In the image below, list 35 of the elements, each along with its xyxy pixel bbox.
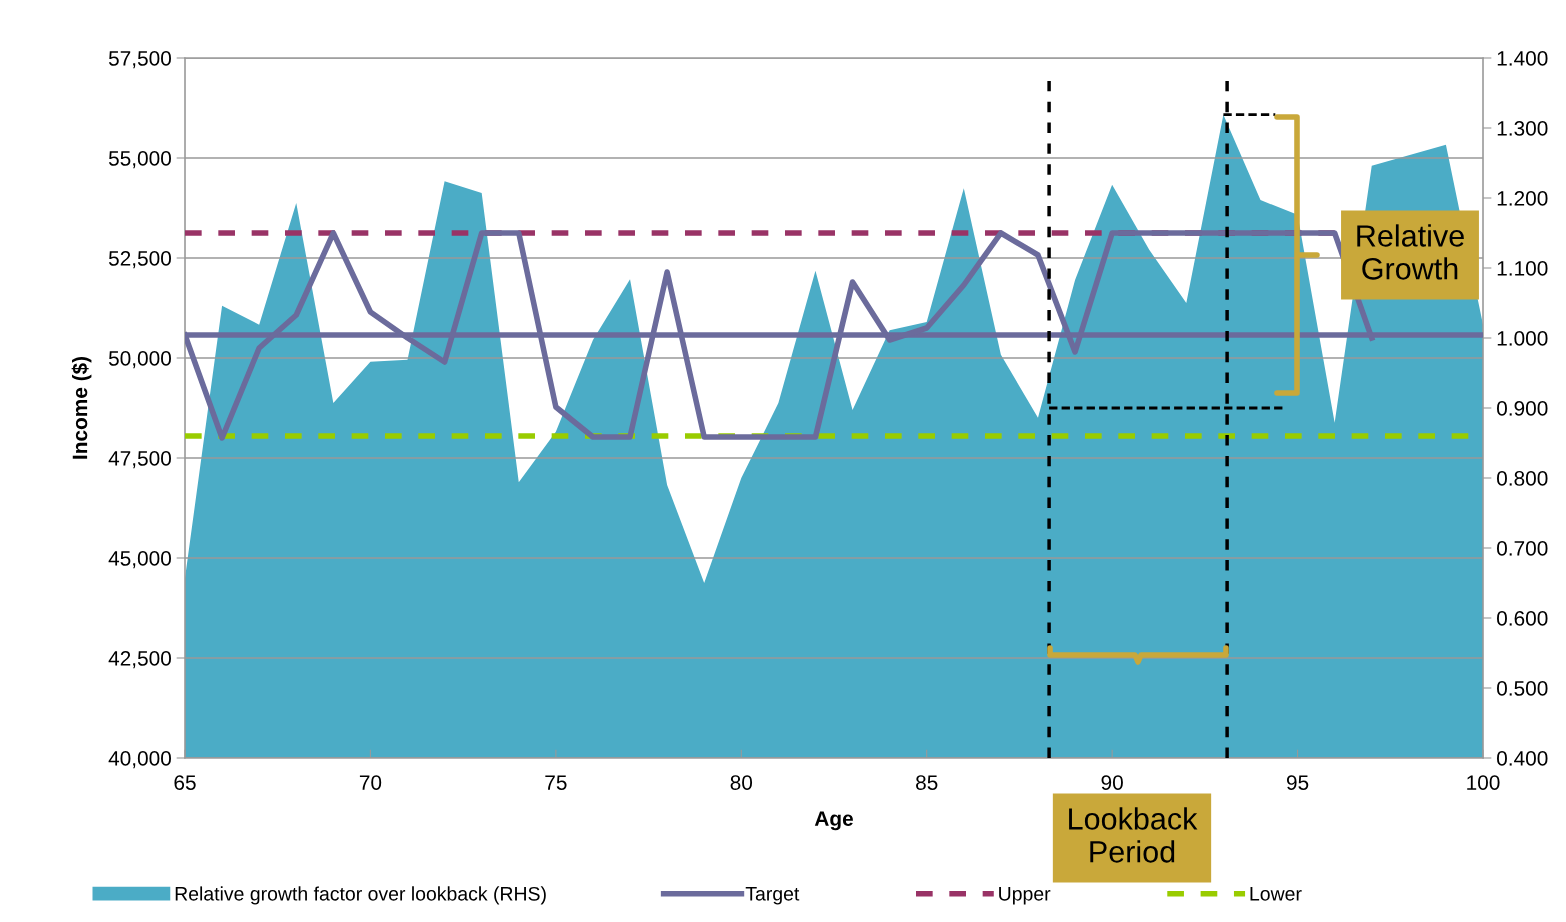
text: Lookback Period <box>1069 807 1198 863</box>
x-tick-label: 65 <box>174 775 196 790</box>
y-tick-label: 52,500 <box>108 251 171 269</box>
x-tick-label: 95 <box>1286 775 1309 790</box>
y2-tick-label: 1.100 <box>1497 261 1548 276</box>
y-tick-label: 47,500 <box>108 451 171 469</box>
y2-tick-label: 0.800 <box>1497 471 1548 486</box>
legend-label: Target <box>745 887 800 905</box>
y-tick-label: 50,000 <box>108 351 171 369</box>
x-tick-label: 70 <box>359 775 382 790</box>
y-tick-label: 55,000 <box>108 151 171 169</box>
y2-tick-label: 0.700 <box>1497 541 1548 556</box>
y2-tick-label: 0.900 <box>1497 401 1548 416</box>
annotation: Relative Growth <box>1357 224 1464 280</box>
x-tick-label: 100 <box>1467 775 1500 790</box>
y2-tick-label: 1.000 <box>1497 331 1548 346</box>
y-tick-label: 42,500 <box>108 651 171 669</box>
x-tick-label: 90 <box>1101 775 1123 790</box>
y-tick-label: 45,000 <box>108 551 171 569</box>
y2-tick-label: 1.400 <box>1497 51 1548 66</box>
x-tick-label: 80 <box>730 775 753 790</box>
x-tick-label: 85 <box>916 775 938 790</box>
x-axis-title: Age <box>814 811 853 831</box>
y2-tick-label: 0.500 <box>1497 681 1548 696</box>
y-tick-label: 57,500 <box>108 51 171 69</box>
legend-label: Lower <box>1250 887 1302 901</box>
y2-tick-label: 0.400 <box>1497 751 1548 766</box>
y2-tick-label: 0.600 <box>1497 611 1548 626</box>
y-tick-label: 40,000 <box>108 751 171 769</box>
x-tick-label: 75 <box>545 775 567 790</box>
legend-label: Upper <box>999 887 1051 905</box>
y-axis-title: Income ($) <box>71 356 92 459</box>
y2-tick-label: 1.300 <box>1497 121 1548 136</box>
legend-label: Relative growth factor over lookback (RHS) <box>175 886 546 905</box>
y2-tick-label: 1.200 <box>1497 191 1548 206</box>
